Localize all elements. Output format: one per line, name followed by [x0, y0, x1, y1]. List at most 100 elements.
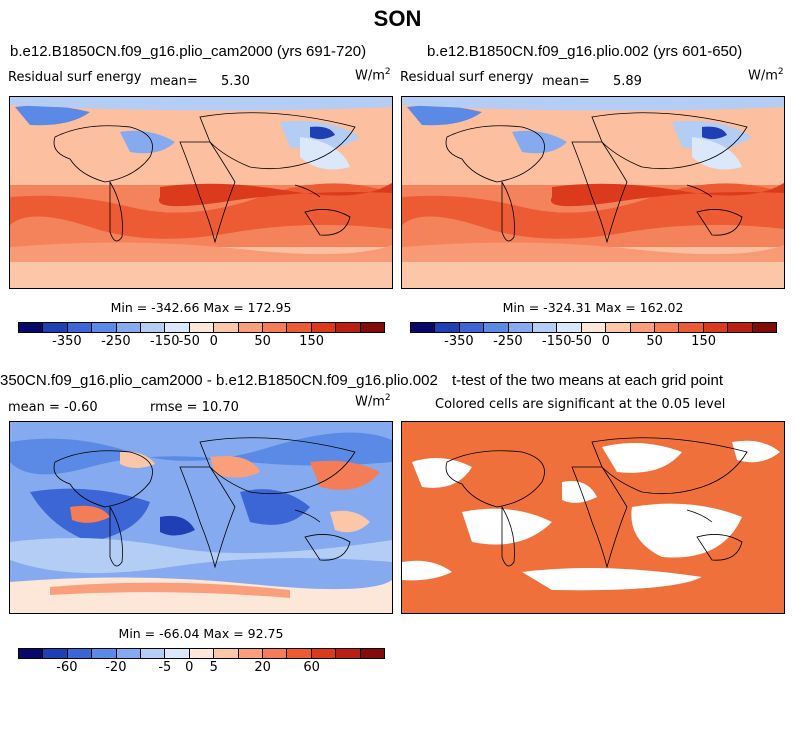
colorbar-top-left-tick-label: 0: [209, 334, 218, 349]
colorbar-bottom: [18, 648, 385, 659]
colorbar-swatch: [43, 649, 68, 658]
colorbar-top-left-tick-label: 150: [299, 334, 325, 349]
colorbar-bottom-tick-label: -20: [105, 660, 127, 675]
colorbar-top-right-tick-label: 0: [601, 334, 610, 349]
colorbar-top-right-tick-label: -50: [570, 334, 592, 349]
colorbar-bottom-tick-label: 0: [185, 660, 194, 675]
colorbar-swatch: [459, 323, 485, 332]
colorbar-swatch: [533, 323, 558, 332]
colorbar-swatch: [141, 323, 166, 332]
colorbar-swatch: [189, 649, 215, 658]
colorbar-swatch: [336, 323, 361, 332]
colorbar-top-left-labels: -350 -250 -150 -50 0 50 150: [18, 334, 385, 350]
colorbar-swatch: [214, 649, 239, 658]
colorbar-swatch: [508, 323, 534, 332]
panel3-mean: mean = -0.60: [8, 400, 98, 415]
colorbar-swatch: [630, 323, 656, 332]
colorbar-top-left-tick-label: -250: [101, 334, 131, 349]
colorbar-swatch: [67, 323, 93, 332]
colorbar-swatch: [238, 649, 264, 658]
colorbar-swatch: [311, 649, 337, 658]
panel1-subtitle: Residual surf energy: [8, 70, 142, 85]
panel2-units: W/m2: [748, 67, 784, 84]
panel1-mean-value: 5.30: [221, 74, 250, 89]
colorbar-swatch: [214, 323, 239, 332]
panel2-mean-value: 5.89: [613, 74, 642, 89]
panel4-subtitle: Colored cells are significant at the 0.0…: [435, 397, 726, 412]
colorbar-top-right-tick-label: -350: [444, 334, 474, 349]
panel3-units: W/m2: [355, 393, 391, 410]
colorbar-swatch: [703, 323, 729, 332]
panel2-subtitle: Residual surf energy: [400, 70, 534, 85]
colorbar-swatch: [581, 323, 607, 332]
colorbar-swatch: [165, 649, 190, 658]
panel3-rmse: rmse = 10.70: [150, 400, 239, 415]
map-residual-energy-b: [402, 97, 784, 288]
panel1-map: [9, 96, 393, 289]
colorbar-swatch: [116, 323, 142, 332]
colorbar-swatch: [116, 649, 142, 658]
panel2-mean-label: mean=: [542, 74, 590, 89]
colorbar-swatch: [43, 323, 68, 332]
panel1-title: b.e12.B1850CN.f09_g16.plio_cam2000 (yrs …: [10, 43, 367, 60]
map-residual-energy-a: [10, 97, 392, 288]
colorbar-swatch: [435, 323, 460, 332]
map-difference: [10, 422, 392, 613]
colorbar-top-right-tick-label: 150: [691, 334, 717, 349]
colorbar-swatch: [238, 323, 264, 332]
panel3-minmax: Min = -66.04 Max = 92.75: [118, 626, 284, 641]
colorbar-top-right-tick-label: 50: [646, 334, 663, 349]
panel2-map: [401, 96, 785, 289]
colorbar-swatch: [287, 323, 312, 332]
colorbar-top-right-labels: -350 -250 -150 -50 0 50 150: [410, 334, 777, 350]
colorbar-bottom-tick-label: 5: [209, 660, 218, 675]
colorbar-top-right-tick-label: -150: [542, 334, 572, 349]
colorbar-swatch: [728, 323, 753, 332]
colorbar-swatch: [411, 323, 436, 332]
colorbar-swatch: [360, 323, 385, 332]
colorbar-top-left-tick-label: -350: [52, 334, 82, 349]
colorbar-top-left-tick-label: 50: [254, 334, 271, 349]
colorbar-swatch: [263, 649, 288, 658]
colorbar-bottom-tick-label: -60: [56, 660, 78, 675]
panel1-mean-label: mean=: [150, 74, 198, 89]
colorbar-swatch: [141, 649, 166, 658]
colorbar-swatch: [165, 323, 190, 332]
map-significance: [402, 422, 784, 613]
panel1-minmax: Min = -342.66 Max = 172.95: [110, 300, 292, 315]
colorbar-swatch: [92, 323, 117, 332]
panel2-minmax: Min = -324.31 Max = 162.02: [502, 300, 684, 315]
panel2-title: b.e12.B1850CN.f09_g16.plio.002 (yrs 601-…: [427, 43, 743, 60]
colorbar-top-left-tick-label: -150: [150, 334, 180, 349]
colorbar-swatch: [189, 323, 215, 332]
colorbar-top-right: [410, 322, 777, 333]
colorbar-top-left-tick-label: -50: [178, 334, 200, 349]
colorbar-swatch: [655, 323, 680, 332]
colorbar-swatch: [19, 649, 44, 658]
colorbar-bottom-tick-label: 60: [303, 660, 320, 675]
panel1-units: W/m2: [355, 67, 391, 84]
colorbar-swatch: [336, 649, 361, 658]
panel4-title: t-test of the two means at each grid poi…: [452, 372, 723, 389]
colorbar-bottom-labels: -60 -20 -5 0 5 20 60: [18, 660, 385, 676]
colorbar-swatch: [67, 649, 93, 658]
colorbar-bottom-tick-label: 20: [254, 660, 271, 675]
panel4-map: [401, 421, 785, 614]
colorbar-swatch: [752, 323, 777, 332]
colorbar-swatch: [263, 323, 288, 332]
colorbar-swatch: [606, 323, 631, 332]
figure-title: SON: [373, 6, 422, 31]
colorbar-swatch: [92, 649, 117, 658]
colorbar-swatch: [360, 649, 385, 658]
colorbar-bottom-tick-label: -5: [158, 660, 172, 675]
colorbar-top-right-tick-label: -250: [493, 334, 523, 349]
colorbar-swatch: [19, 323, 44, 332]
colorbar-swatch: [679, 323, 704, 332]
colorbar-swatch: [484, 323, 509, 332]
colorbar-top-left: [18, 322, 385, 333]
colorbar-swatch: [311, 323, 337, 332]
colorbar-swatch: [557, 323, 582, 332]
panel3-title: 350CN.f09_g16.plio_cam2000 - b.e12.B1850…: [0, 372, 438, 389]
panel3-map: [9, 421, 393, 614]
colorbar-swatch: [287, 649, 312, 658]
